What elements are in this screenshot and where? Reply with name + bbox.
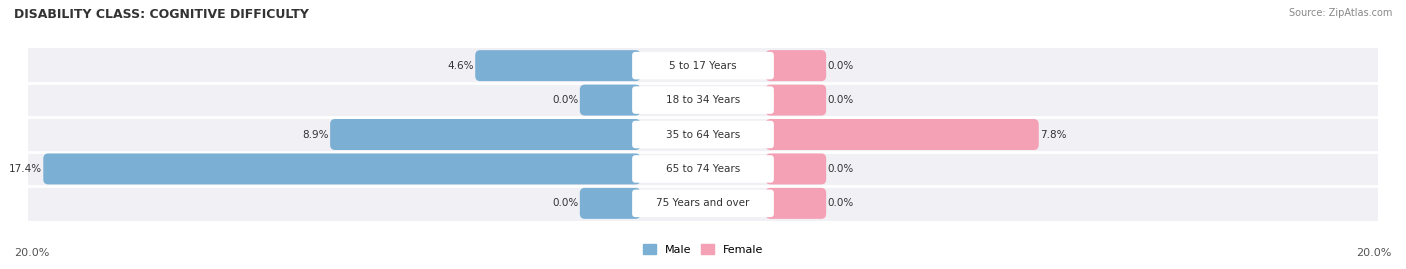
Bar <box>28 117 1378 152</box>
FancyBboxPatch shape <box>579 188 641 219</box>
FancyBboxPatch shape <box>633 52 773 79</box>
Text: 18 to 34 Years: 18 to 34 Years <box>666 95 740 105</box>
FancyBboxPatch shape <box>475 50 641 81</box>
FancyBboxPatch shape <box>633 86 773 114</box>
Text: 17.4%: 17.4% <box>8 164 42 174</box>
Bar <box>28 83 1378 117</box>
Text: 0.0%: 0.0% <box>553 198 578 208</box>
FancyBboxPatch shape <box>330 119 641 150</box>
FancyBboxPatch shape <box>579 84 641 116</box>
Text: 8.9%: 8.9% <box>302 129 329 140</box>
Text: 0.0%: 0.0% <box>828 198 853 208</box>
Text: 75 Years and over: 75 Years and over <box>657 198 749 208</box>
Bar <box>28 48 1378 83</box>
Text: 20.0%: 20.0% <box>14 248 49 258</box>
Text: 65 to 74 Years: 65 to 74 Years <box>666 164 740 174</box>
FancyBboxPatch shape <box>633 190 773 217</box>
FancyBboxPatch shape <box>44 153 641 185</box>
Legend: Male, Female: Male, Female <box>640 241 766 258</box>
Text: 7.8%: 7.8% <box>1040 129 1067 140</box>
FancyBboxPatch shape <box>633 121 773 148</box>
Text: DISABILITY CLASS: COGNITIVE DIFFICULTY: DISABILITY CLASS: COGNITIVE DIFFICULTY <box>14 8 309 21</box>
Text: 4.6%: 4.6% <box>447 61 474 71</box>
Text: 0.0%: 0.0% <box>828 95 853 105</box>
FancyBboxPatch shape <box>765 119 1039 150</box>
FancyBboxPatch shape <box>765 84 827 116</box>
Text: Source: ZipAtlas.com: Source: ZipAtlas.com <box>1288 8 1392 18</box>
Text: 0.0%: 0.0% <box>828 61 853 71</box>
FancyBboxPatch shape <box>765 50 827 81</box>
Bar <box>28 186 1378 221</box>
Text: 5 to 17 Years: 5 to 17 Years <box>669 61 737 71</box>
FancyBboxPatch shape <box>765 188 827 219</box>
FancyBboxPatch shape <box>765 153 827 185</box>
Bar <box>28 152 1378 186</box>
Text: 35 to 64 Years: 35 to 64 Years <box>666 129 740 140</box>
FancyBboxPatch shape <box>633 155 773 183</box>
Text: 20.0%: 20.0% <box>1357 248 1392 258</box>
Text: 0.0%: 0.0% <box>828 164 853 174</box>
Text: 0.0%: 0.0% <box>553 95 578 105</box>
